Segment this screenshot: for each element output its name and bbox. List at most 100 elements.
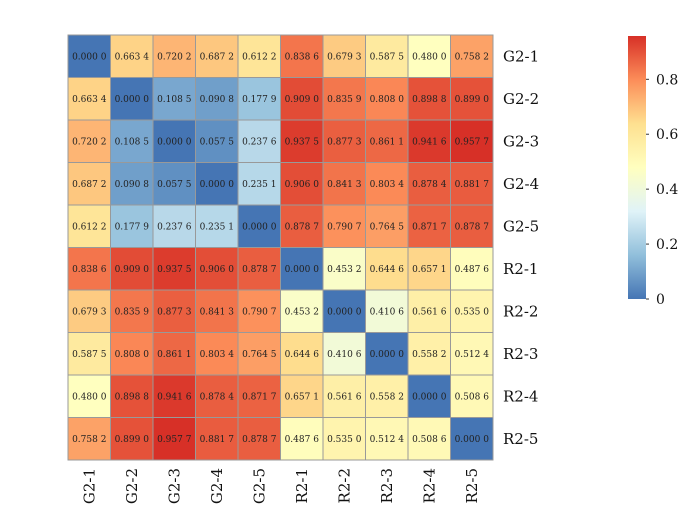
cell-value-label: 0.000 0 <box>242 222 277 232</box>
heatmap-cell-G2-5-R2-2 <box>322 204 366 248</box>
row-label: G2-4 <box>503 175 539 193</box>
cell-value-label: 0.644 6 <box>370 265 405 275</box>
cell-value-label: 0.453 2 <box>285 307 319 317</box>
heatmap-cell-G2-3-R2-2 <box>322 119 366 163</box>
cell-value-label: 0.881 7 <box>200 435 235 445</box>
cell-value-label: 0.758 2 <box>455 52 489 62</box>
cell-value-label: 0.663 4 <box>72 95 107 105</box>
heatmap-cell-R2-5-R2-1 <box>280 417 324 461</box>
cell-value-label: 0.000 0 <box>157 137 192 147</box>
heatmap-cell-G2-4-R2-2 <box>322 162 366 206</box>
heatmap-cell-G2-1-G2-2 <box>110 34 154 78</box>
cell-value-label: 0.000 0 <box>455 435 490 445</box>
cell-value-label: 0.000 0 <box>285 265 320 275</box>
heatmap-cell-G2-1-R2-1 <box>280 34 324 78</box>
column-label: R2-5 <box>463 468 481 503</box>
heatmap-cell-R2-4-R2-3 <box>365 374 409 418</box>
heatmap-cell-R2-3-R2-5 <box>450 332 494 376</box>
heatmap-cell-G2-1-R2-5 <box>450 34 494 78</box>
heatmap-cell-G2-5-R2-4 <box>407 204 451 248</box>
column-label: G2-5 <box>250 468 268 504</box>
cell-value-label: 0.612 2 <box>72 222 106 232</box>
heatmap-cell-R2-3-R2-4 <box>407 332 451 376</box>
heatmap-cell-R2-4-R2-5 <box>450 374 494 418</box>
cell-value-label: 0.841 3 <box>200 307 235 317</box>
heatmap-cell-R2-3-G2-4 <box>195 332 239 376</box>
heatmap-cells <box>67 34 494 461</box>
cell-value-label: 0.861 1 <box>157 350 191 360</box>
cell-value-label: 0.453 2 <box>327 265 361 275</box>
cell-value-label: 0.758 2 <box>72 435 106 445</box>
cell-value-label: 0.871 7 <box>242 392 277 402</box>
cell-value-label: 0.508 6 <box>455 392 490 402</box>
heatmap-cell-G2-3-R2-3 <box>365 119 409 163</box>
heatmap-cell-G2-1-R2-3 <box>365 34 409 78</box>
cell-value-label: 0.663 4 <box>115 52 150 62</box>
heatmap-cell-G2-5-G2-5 <box>237 204 281 248</box>
cell-value-label: 0.957 7 <box>455 137 490 147</box>
heatmap-cell-R2-5-G2-1 <box>67 417 111 461</box>
heatmap-cell-R2-3-R2-1 <box>280 332 324 376</box>
heatmap-cell-G2-5-R2-5 <box>450 204 494 248</box>
heatmap-cell-R2-3-G2-5 <box>237 332 281 376</box>
cell-value-label: 0.764 5 <box>242 350 277 360</box>
colorbar: 0 0.2 0.4 0.6 0.8 <box>628 36 678 308</box>
cell-value-label: 0.000 0 <box>327 307 362 317</box>
heatmap-cell-G2-5-R2-3 <box>365 204 409 248</box>
heatmap-cell-G2-4-G2-1 <box>67 162 111 206</box>
heatmap-cell-G2-2-R2-2 <box>322 77 366 121</box>
cell-value-label: 0.838 6 <box>72 265 107 275</box>
cell-value-label: 0.835 9 <box>327 95 362 105</box>
heatmap-cell-R2-2-R2-2 <box>322 289 366 333</box>
cell-value-label: 0.899 0 <box>115 435 150 445</box>
cell-value-label: 0.941 6 <box>157 392 192 402</box>
heatmap-cell-R2-3-G2-2 <box>110 332 154 376</box>
cell-value-label: 0.177 9 <box>242 95 277 105</box>
cell-value-label: 0.090 8 <box>200 95 235 105</box>
heatmap-cell-R2-2-G2-4 <box>195 289 239 333</box>
cell-value-label: 0.790 7 <box>327 222 362 232</box>
cell-value-label: 0.687 2 <box>200 52 234 62</box>
heatmap-cell-G2-4-R2-5 <box>450 162 494 206</box>
heatmap-cell-R2-4-G2-1 <box>67 374 111 418</box>
heatmap-cell-R2-2-G2-1 <box>67 289 111 333</box>
cell-value-label: 0.487 6 <box>285 435 320 445</box>
row-label: R2-4 <box>503 387 538 405</box>
cell-value-label: 0.480 0 <box>412 52 447 62</box>
heatmap-cell-R2-4-R2-2 <box>322 374 366 418</box>
row-label: R2-2 <box>503 302 538 320</box>
heatmap-cell-R2-5-G2-4 <box>195 417 239 461</box>
heatmap-cell-R2-1-G2-3 <box>152 247 196 291</box>
cell-value-label: 0.878 7 <box>242 435 277 445</box>
heatmap-cell-G2-2-R2-1 <box>280 77 324 121</box>
heatmap-cell-R2-5-G2-5 <box>237 417 281 461</box>
heatmap-cell-G2-3-R2-4 <box>407 119 451 163</box>
cell-value-label: 0.937 5 <box>157 265 192 275</box>
cell-value-label: 0.535 0 <box>327 435 362 445</box>
column-label: G2-3 <box>165 468 183 504</box>
colorbar-tick-label: 0.4 <box>656 182 678 198</box>
heatmap-cell-G2-2-R2-5 <box>450 77 494 121</box>
column-label: G2-2 <box>123 468 141 504</box>
cell-value-label: 0.877 3 <box>157 307 192 317</box>
heatmap-cell-R2-1-G2-5 <box>237 247 281 291</box>
heatmap-cell-R2-2-R2-4 <box>407 289 451 333</box>
heatmap-cell-R2-4-R2-4 <box>407 374 451 418</box>
cell-value-label: 0.720 2 <box>72 137 106 147</box>
cell-value-label: 0.587 5 <box>72 350 107 360</box>
cell-value-label: 0.000 0 <box>115 95 150 105</box>
cell-value-label: 0.898 8 <box>115 392 150 402</box>
heatmap-cell-R2-2-R2-3 <box>365 289 409 333</box>
heatmap-cell-R2-3-G2-3 <box>152 332 196 376</box>
cell-value-label: 0.906 0 <box>285 180 320 190</box>
cell-value-label: 0.906 0 <box>200 265 235 275</box>
cell-value-label: 0.057 5 <box>157 180 192 190</box>
cell-value-label: 0.878 4 <box>412 180 447 190</box>
cell-value-label: 0.558 2 <box>412 350 446 360</box>
heatmap-cell-G2-2-G2-4 <box>195 77 239 121</box>
heatmap-cell-R2-4-G2-5 <box>237 374 281 418</box>
cell-value-label: 0.687 2 <box>72 180 106 190</box>
cell-value-label: 0.957 7 <box>157 435 192 445</box>
cell-value-label: 0.881 7 <box>455 180 490 190</box>
cell-value-label: 0.410 6 <box>370 307 405 317</box>
